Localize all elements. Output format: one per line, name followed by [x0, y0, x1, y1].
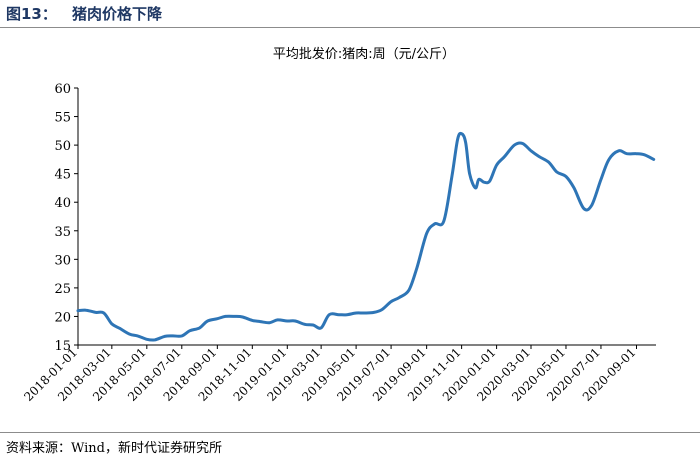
series-line	[76, 131, 656, 342]
y-tick-label: 35	[54, 225, 71, 240]
figure-label: 图13：	[6, 5, 57, 23]
y-tick-label: 25	[54, 282, 71, 297]
y-tick-label: 20	[54, 310, 71, 325]
y-tick-label: 50	[54, 139, 71, 154]
y-tick-label: 15	[54, 339, 71, 354]
figure-header: 图13： 猪肉价格下降	[0, 0, 700, 26]
y-tick-label: 60	[54, 82, 71, 97]
figure-title: 猪肉价格下降	[72, 5, 163, 23]
y-tick-label: 55	[54, 111, 71, 126]
footer-divider	[0, 432, 700, 433]
y-tick-label: 30	[54, 253, 71, 268]
x-axis: 2018-01-012018-03-012018-05-012018-07-01…	[21, 344, 656, 404]
y-axis: 15 20 25 30 35 40 45 50 55 60	[54, 82, 79, 354]
plot-area	[76, 131, 656, 342]
line-chart: 平均批发价:猪肉:周（元/公斤） 15 20 25 30 35 40 45 50 55 60 20…	[21, 46, 656, 404]
y-tick-label: 40	[54, 196, 71, 211]
chart-title: 平均批发价:猪肉:周（元/公斤）	[273, 46, 455, 62]
y-tick-label: 45	[54, 168, 71, 183]
source-note: 资料来源：Wind，新时代证券研究所	[6, 441, 222, 456]
header-divider	[0, 27, 700, 28]
